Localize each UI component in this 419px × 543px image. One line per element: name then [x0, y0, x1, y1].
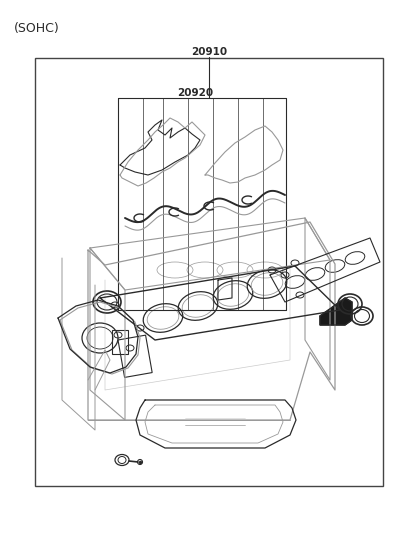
Text: 20920: 20920 [177, 88, 213, 98]
Polygon shape [320, 298, 352, 325]
Bar [35, 58, 383, 486]
Text: (SOHC): (SOHC) [14, 22, 60, 35]
Bar [118, 335, 152, 377]
Text: 20910: 20910 [191, 47, 227, 57]
Bar [112, 330, 128, 354]
